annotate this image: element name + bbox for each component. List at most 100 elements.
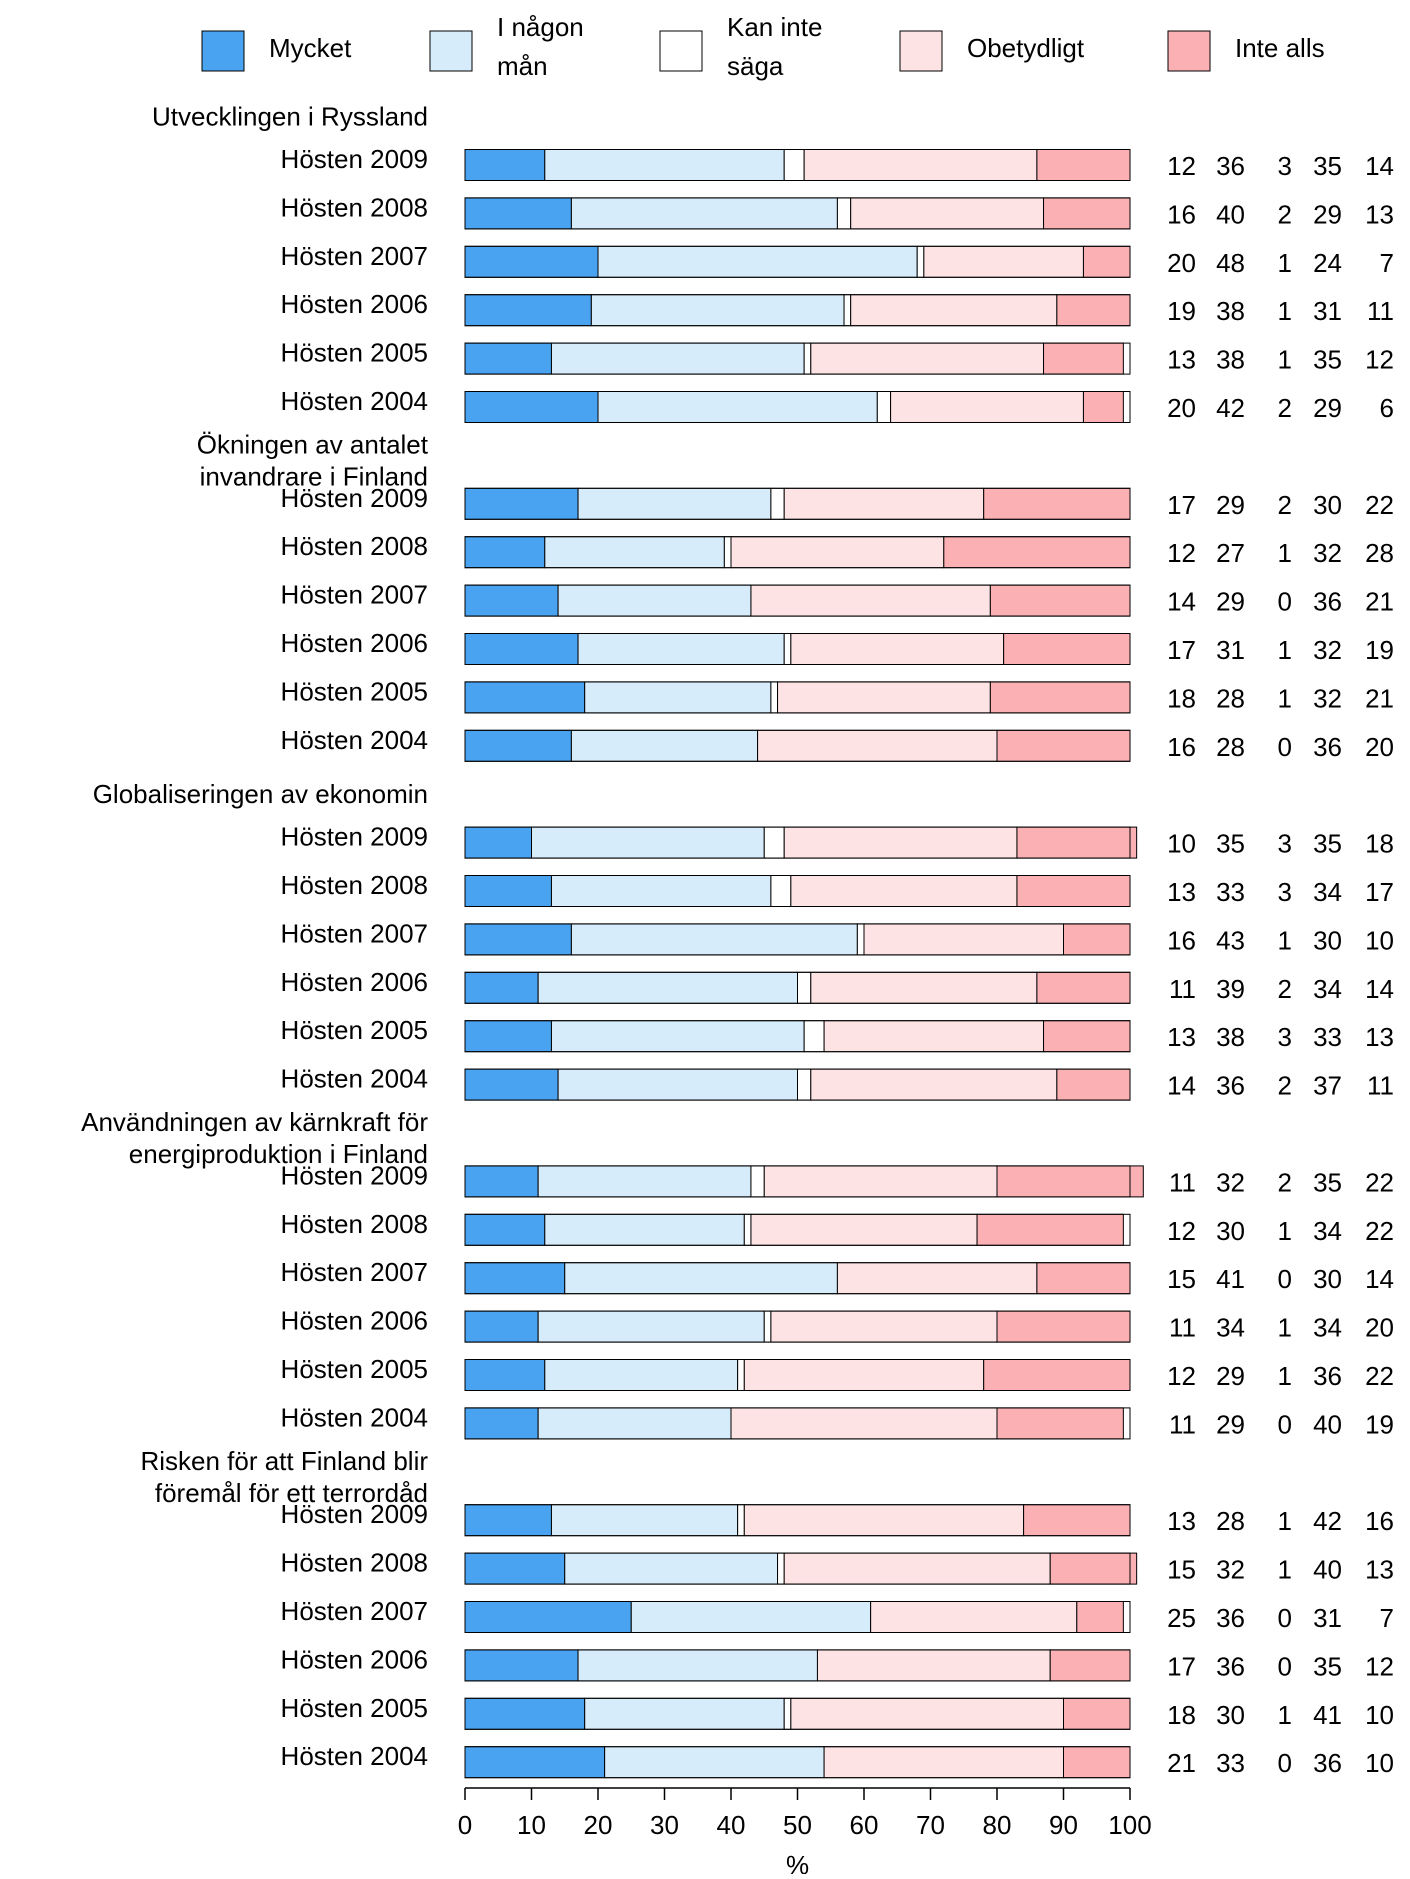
value-label: 31 <box>1313 296 1342 326</box>
value-label: 31 <box>1216 635 1245 665</box>
x-tick-label: 0 <box>458 1810 472 1840</box>
bar-segment-kan-inte-säga <box>856 923 865 956</box>
group-title-1: Utvecklingen i Ryssland <box>152 102 428 132</box>
bar-segment-i-någon-mån <box>537 1310 765 1343</box>
value-label: 0 <box>1278 1409 1292 1439</box>
value-label: 2 <box>1278 1167 1292 1197</box>
value-label: 27 <box>1216 538 1245 568</box>
bar-segment-inte-alls <box>996 1165 1144 1198</box>
bar-segment-i-någon-mån <box>584 681 772 714</box>
value-label: 19 <box>1167 296 1196 326</box>
value-label: 31 <box>1313 1603 1342 1633</box>
bar-outline <box>464 1649 1131 1682</box>
bar-segment-i-någon-mån <box>564 1552 779 1585</box>
bar-segment-mycket <box>464 149 546 181</box>
bar-segment-inte-alls <box>996 1310 1131 1343</box>
bar-segment-obetydligt <box>743 1504 1025 1537</box>
bar-outline <box>464 391 1131 423</box>
value-label: 39 <box>1216 974 1245 1004</box>
value-label: 13 <box>1365 199 1394 229</box>
value-label: 13 <box>1167 877 1196 907</box>
bar-outline <box>464 729 1131 762</box>
value-label: 20 <box>1167 393 1196 423</box>
value-label: 36 <box>1216 1071 1245 1101</box>
value-label: 6 <box>1380 393 1394 423</box>
bar-segment-kan-inte-säga <box>783 633 792 665</box>
value-label: 25 <box>1167 1603 1196 1633</box>
bar-segment-kan-inte-säga <box>803 1020 825 1053</box>
value-label: 14 <box>1365 1264 1394 1294</box>
row-label: Hösten 2006 <box>281 628 428 658</box>
bar-segment-i-någon-mån <box>537 1407 732 1440</box>
value-label: 24 <box>1313 248 1342 278</box>
bar-outline <box>464 1552 1131 1585</box>
legend-swatch-1 <box>201 30 245 72</box>
value-label: 1 <box>1278 345 1292 375</box>
bar-outline <box>464 633 1131 665</box>
value-label: 1 <box>1278 683 1292 713</box>
value-label: 29 <box>1216 587 1245 617</box>
bar-segment-mycket <box>464 826 532 859</box>
bar-segment-i-någon-mån <box>630 1601 872 1633</box>
bar-segment-mycket <box>464 681 586 714</box>
value-label: 10 <box>1365 925 1394 955</box>
bar-outline <box>464 1213 1131 1246</box>
value-label: 16 <box>1167 925 1196 955</box>
bar-segment-mycket <box>464 729 572 762</box>
value-label: 40 <box>1216 199 1245 229</box>
row-label: Hösten 2009 <box>281 1499 428 1529</box>
bar-segment-inte-alls <box>1049 1649 1131 1682</box>
bar-segment-mycket <box>464 1552 566 1585</box>
value-label: 33 <box>1216 877 1245 907</box>
bar-segment-inte-alls <box>983 487 1131 520</box>
bar-segment-inte-alls <box>989 584 1131 617</box>
bar-segment-mycket <box>464 1310 539 1343</box>
value-label: 0 <box>1278 1651 1292 1681</box>
bar-segment-mycket <box>464 245 599 278</box>
value-label: 2 <box>1278 393 1292 423</box>
value-label: 11 <box>1367 296 1394 326</box>
row-label: Hösten 2005 <box>281 1354 428 1384</box>
bar-segment-inte-alls <box>1063 923 1131 956</box>
bar-outline <box>464 342 1131 375</box>
bar-segment-inte-alls <box>996 1407 1124 1440</box>
value-label: 0 <box>1278 1748 1292 1778</box>
row-label: Hösten 2005 <box>281 1015 428 1045</box>
value-label: 32 <box>1313 635 1342 665</box>
value-label: 12 <box>1365 345 1394 375</box>
bar-segment-obetydligt <box>870 1601 1078 1633</box>
bar-segment-kan-inte-säga <box>843 294 852 327</box>
row-label: Hösten 2006 <box>281 967 428 997</box>
row-label: Hösten 2007 <box>281 1257 428 1287</box>
x-tick-label: 40 <box>717 1810 746 1840</box>
bar-segment-obetydligt <box>790 875 1018 907</box>
bar-segment-i-någon-mån <box>577 487 772 520</box>
value-label: 36 <box>1313 1748 1342 1778</box>
row-label: Hösten 2004 <box>281 1741 428 1771</box>
bar-segment-mycket <box>464 1504 552 1537</box>
group-title-5: Risken för att Finland blir föremål för e… <box>140 1446 428 1508</box>
bar-segment-i-någon-mån <box>564 1262 838 1295</box>
bar-segment-mycket <box>464 487 579 520</box>
value-label: 29 <box>1313 393 1342 423</box>
value-label: 17 <box>1365 877 1394 907</box>
bar-segment-mycket <box>464 1746 606 1779</box>
value-label: 0 <box>1278 587 1292 617</box>
value-label: 36 <box>1216 151 1245 181</box>
row-label: Hösten 2009 <box>281 144 428 174</box>
row-label: Hösten 2008 <box>281 531 428 561</box>
value-label: 13 <box>1365 1555 1394 1585</box>
bar-segment-i-någon-mån <box>597 391 878 423</box>
value-label: 7 <box>1380 248 1394 278</box>
value-label: 22 <box>1365 1361 1394 1391</box>
bar-segment-obetydligt <box>730 536 945 569</box>
value-label: 3 <box>1278 1022 1292 1052</box>
bar-outline <box>464 1068 1131 1101</box>
bar-segment-i-någon-mån <box>531 826 765 859</box>
value-label: 35 <box>1313 1651 1342 1681</box>
bar-segment-i-någon-mån <box>544 1359 739 1391</box>
bar-segment-mycket <box>464 294 592 327</box>
value-label: 20 <box>1365 732 1394 762</box>
value-label: 12 <box>1365 1651 1394 1681</box>
